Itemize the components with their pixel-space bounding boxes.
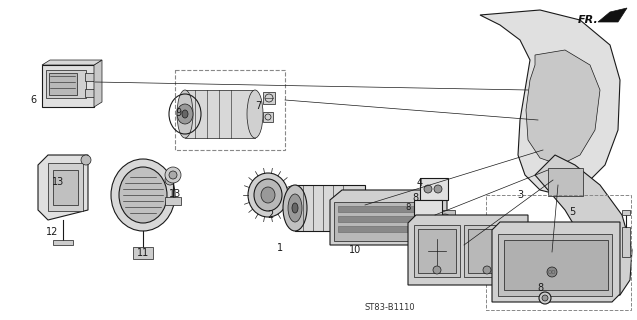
Ellipse shape <box>547 267 557 277</box>
Bar <box>504 240 608 290</box>
Text: 4: 4 <box>417 178 423 188</box>
Polygon shape <box>480 10 620 195</box>
Text: 13: 13 <box>52 177 64 187</box>
Text: 9: 9 <box>175 108 181 118</box>
Ellipse shape <box>81 155 91 165</box>
Ellipse shape <box>248 173 288 217</box>
Bar <box>435 210 455 230</box>
Text: 3: 3 <box>517 190 523 200</box>
Bar <box>498 234 612 296</box>
Bar <box>486 195 631 310</box>
Bar <box>622 227 630 257</box>
Polygon shape <box>408 215 528 285</box>
Bar <box>85 89 94 97</box>
Ellipse shape <box>434 185 442 193</box>
Bar <box>548 168 583 196</box>
Text: 1: 1 <box>277 243 283 253</box>
Bar <box>49 73 77 95</box>
Text: OD: OD <box>548 269 556 275</box>
Text: 11: 11 <box>137 248 149 258</box>
Bar <box>334 202 431 241</box>
Bar <box>185 90 255 138</box>
Text: ST83-B1110: ST83-B1110 <box>365 303 415 313</box>
Text: 8: 8 <box>412 193 418 203</box>
Text: 5: 5 <box>569 207 575 217</box>
Bar <box>133 247 153 259</box>
Ellipse shape <box>424 185 432 193</box>
Text: 12: 12 <box>46 227 58 237</box>
Ellipse shape <box>283 185 307 231</box>
Ellipse shape <box>165 175 175 185</box>
Bar <box>464 225 512 277</box>
Bar <box>48 163 83 211</box>
Bar <box>85 73 94 81</box>
Ellipse shape <box>247 90 263 138</box>
Bar <box>365 195 390 220</box>
Polygon shape <box>598 8 627 22</box>
Bar <box>338 216 423 222</box>
Polygon shape <box>42 60 102 65</box>
Ellipse shape <box>119 167 167 223</box>
Bar <box>390 200 398 215</box>
Polygon shape <box>535 155 632 298</box>
Bar <box>263 112 273 122</box>
Bar <box>53 240 73 245</box>
Ellipse shape <box>177 90 193 138</box>
Text: 7: 7 <box>255 101 261 111</box>
Ellipse shape <box>169 171 177 179</box>
Bar <box>414 225 460 277</box>
Polygon shape <box>330 190 447 245</box>
Text: 10: 10 <box>349 245 361 255</box>
Bar <box>338 226 423 232</box>
Ellipse shape <box>292 203 298 213</box>
Ellipse shape <box>111 159 175 231</box>
Bar <box>263 92 275 104</box>
Ellipse shape <box>165 167 181 183</box>
Text: FR.: FR. <box>578 15 598 25</box>
Bar <box>414 200 442 216</box>
Ellipse shape <box>542 295 548 301</box>
Bar <box>338 206 423 212</box>
Bar <box>165 197 181 205</box>
Bar <box>53 170 78 205</box>
Bar <box>42 65 94 107</box>
Ellipse shape <box>433 266 441 274</box>
Bar <box>468 229 508 273</box>
Ellipse shape <box>261 187 275 203</box>
Bar <box>46 70 86 98</box>
Text: 8: 8 <box>537 283 543 293</box>
Polygon shape <box>38 155 88 220</box>
Polygon shape <box>94 60 102 107</box>
Ellipse shape <box>539 292 551 304</box>
Bar <box>295 185 365 231</box>
Ellipse shape <box>483 266 491 274</box>
Bar <box>622 210 630 215</box>
Ellipse shape <box>182 110 188 118</box>
Bar <box>418 229 456 273</box>
Polygon shape <box>492 222 620 302</box>
Ellipse shape <box>177 104 193 124</box>
Ellipse shape <box>288 194 302 222</box>
Bar <box>175 70 285 150</box>
Ellipse shape <box>254 179 282 211</box>
Bar <box>420 178 448 200</box>
Ellipse shape <box>439 214 451 226</box>
Text: 2: 2 <box>267 210 273 220</box>
Text: 6: 6 <box>30 95 36 105</box>
Polygon shape <box>526 50 600 165</box>
Text: 13: 13 <box>169 189 181 199</box>
Text: 8: 8 <box>405 204 411 212</box>
